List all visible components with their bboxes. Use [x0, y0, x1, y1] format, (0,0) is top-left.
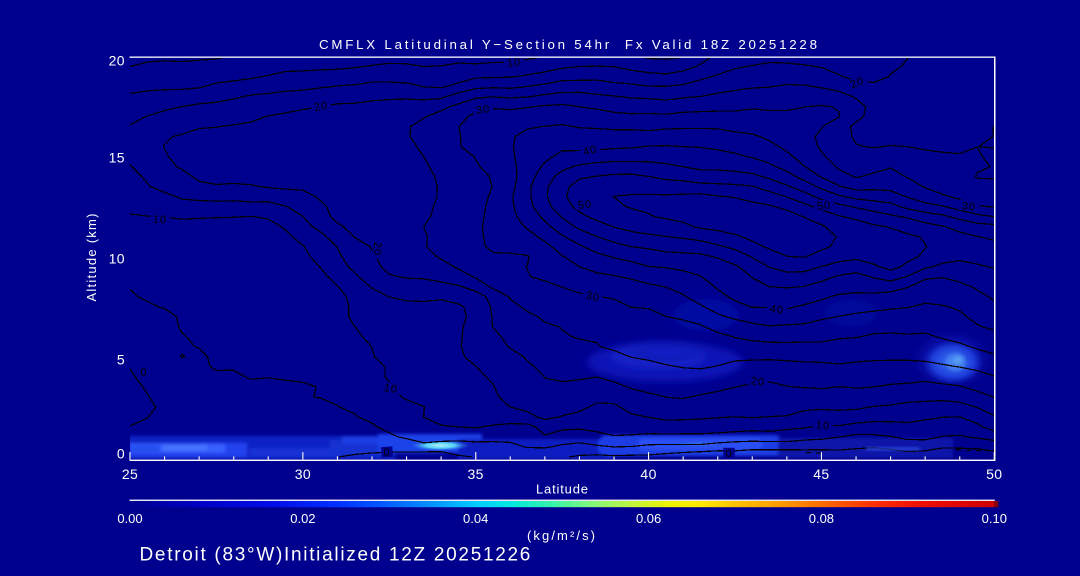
svg-text:Latitude: Latitude — [536, 482, 588, 497]
svg-text:40: 40 — [640, 466, 656, 482]
svg-text:0.06: 0.06 — [636, 511, 661, 526]
svg-text:0.04: 0.04 — [463, 511, 488, 526]
svg-text:20: 20 — [848, 74, 866, 91]
svg-text:Detroit (83°W)Initialized 12Z: Detroit (83°W)Initialized 12Z 20251226 — [140, 545, 533, 566]
svg-text:10: 10 — [109, 251, 125, 267]
svg-text:10: 10 — [383, 382, 399, 396]
svg-text:15: 15 — [109, 150, 125, 166]
svg-text:0.08: 0.08 — [809, 511, 834, 526]
svg-text:30: 30 — [961, 200, 977, 214]
svg-text:40: 40 — [769, 303, 785, 317]
svg-text:20: 20 — [109, 53, 125, 69]
svg-text:CMFLX Latitudinal Y−Section 54: CMFLX Latitudinal Y−Section 54hr Fx Vali… — [319, 37, 817, 52]
svg-text:50: 50 — [577, 198, 593, 212]
svg-text:10: 10 — [153, 214, 168, 227]
svg-text:0.02: 0.02 — [290, 511, 315, 526]
svg-text:0: 0 — [383, 447, 391, 459]
svg-text:10: 10 — [815, 420, 830, 433]
svg-text:20: 20 — [371, 242, 383, 256]
svg-text:30: 30 — [475, 103, 491, 117]
svg-text:20: 20 — [750, 375, 765, 388]
svg-text:25: 25 — [122, 466, 138, 482]
svg-text:0.10: 0.10 — [982, 511, 1007, 526]
svg-text:35: 35 — [468, 466, 484, 482]
svg-text:0: 0 — [725, 448, 732, 460]
svg-text:10: 10 — [506, 56, 522, 70]
svg-text:20: 20 — [313, 100, 329, 114]
svg-text:5: 5 — [117, 352, 125, 368]
svg-text:50: 50 — [986, 466, 1002, 482]
svg-text:40: 40 — [582, 144, 599, 159]
svg-text:0: 0 — [139, 367, 148, 380]
svg-text:(kg/m²/s): (kg/m²/s) — [527, 528, 595, 543]
svg-text:0.00: 0.00 — [117, 511, 142, 526]
svg-text:30: 30 — [584, 289, 601, 304]
svg-text:45: 45 — [813, 466, 829, 482]
svg-text:50: 50 — [816, 199, 831, 212]
svg-text:Altitude (km): Altitude (km) — [84, 214, 99, 302]
svg-text:30: 30 — [295, 466, 311, 482]
svg-text:0: 0 — [117, 446, 125, 462]
